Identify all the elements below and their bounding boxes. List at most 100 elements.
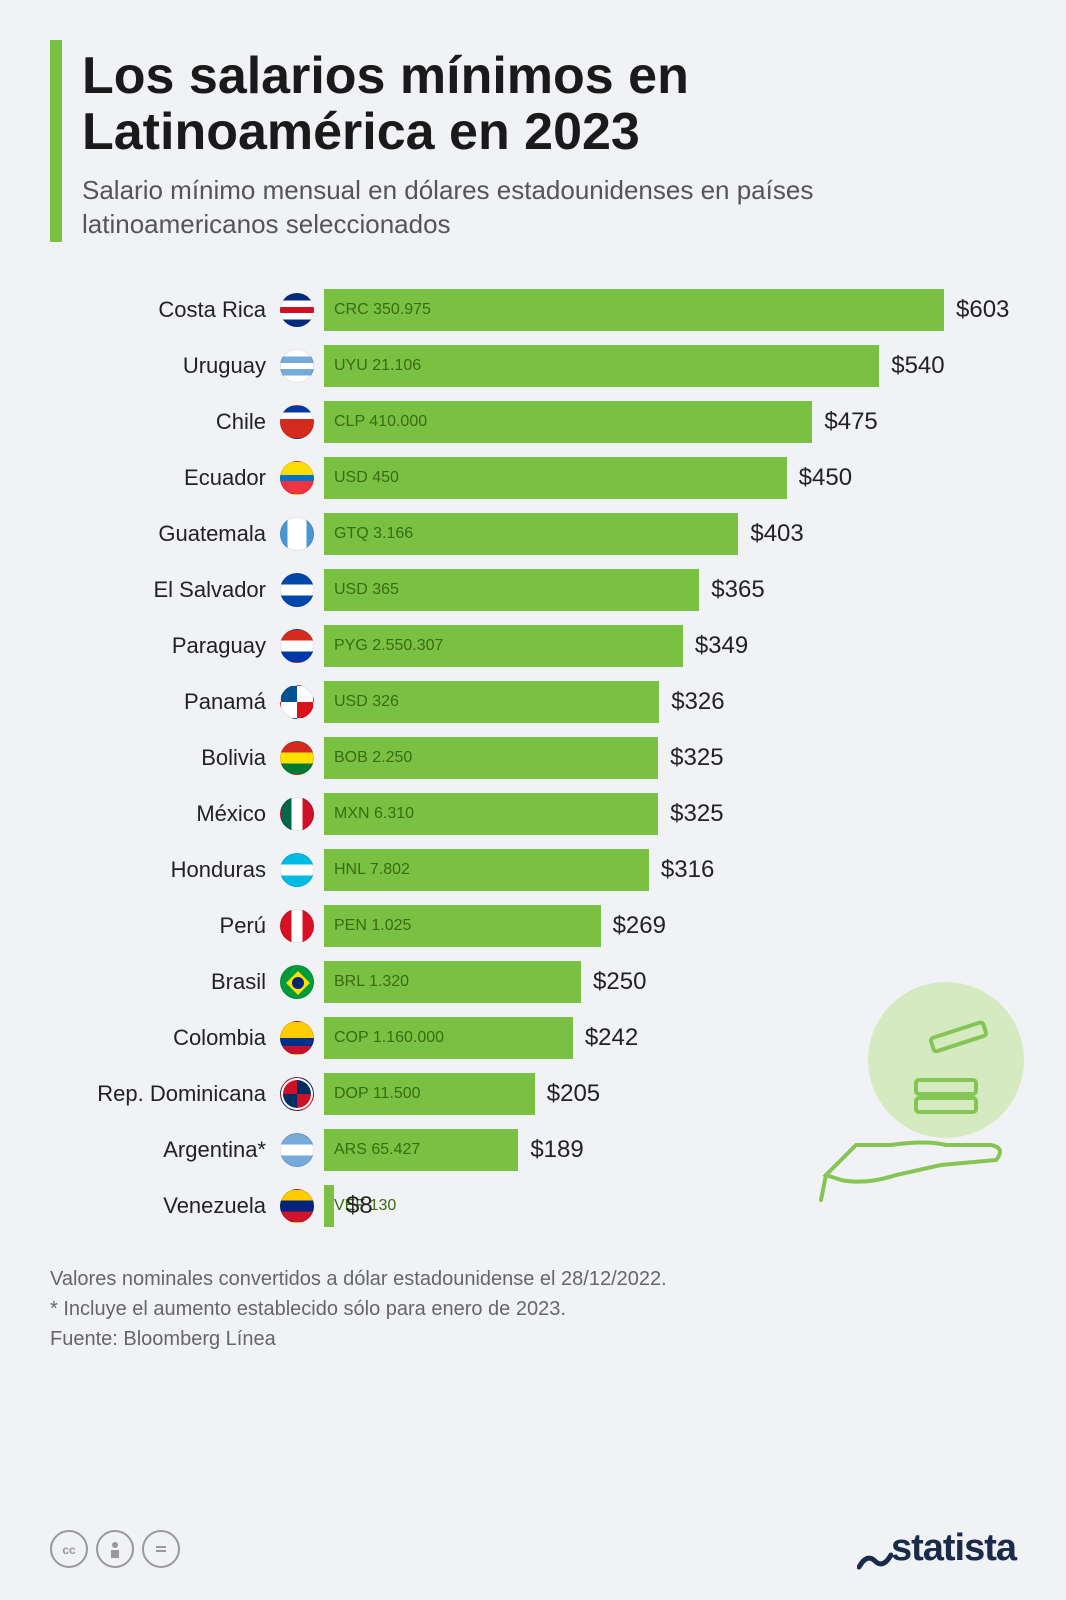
country-label: Paraguay [60,633,270,659]
bar: BRL 1.320 [324,961,581,1003]
bar-chart: Costa RicaCRC 350.975$603UruguayUYU 21.1… [60,282,1016,1234]
country-label: Honduras [60,857,270,883]
bar: BOB 2.250 [324,737,658,779]
usd-value: $325 [670,744,723,772]
bar-area: PEN 1.025$269 [324,905,1016,947]
chart-row: Perú PEN 1.025$269 [60,898,1016,954]
usd-value: $326 [671,688,724,716]
bar: VEF 130 [324,1185,334,1227]
bar-area: BOB 2.250 $325 [324,737,1016,779]
cc-icon: cc [50,1530,88,1568]
bar: PYG 2.550.307 [324,625,683,667]
flag-icon [280,573,314,607]
bar-area: USD 365$365 [324,569,1016,611]
chart-row: Brasil BRL 1.320$250 [60,954,1016,1010]
bar-area: ARS 65.427 $189 [324,1129,1016,1171]
bar-area: HNL 7.802$316 [324,849,1016,891]
country-label: México [60,801,270,827]
bar-area: CLP 410.000 $475 [324,401,1016,443]
bar: PEN 1.025 [324,905,601,947]
flag-icon [280,685,314,719]
country-label: Colombia [60,1025,270,1051]
usd-value: $8 [346,1192,373,1220]
flag-icon [280,293,314,327]
chart-row: Chile CLP 410.000 $475 [60,394,1016,450]
flag-icon [280,349,314,383]
bar: USD 365 [324,569,699,611]
usd-value: $450 [799,464,852,492]
by-icon [96,1530,134,1568]
country-label: Rep. Dominicana [60,1081,270,1107]
country-label: Venezuela [60,1193,270,1219]
country-label: Ecuador [60,465,270,491]
usd-value: $349 [695,632,748,660]
flag-icon [280,853,314,887]
bar-area: GTQ 3.166 $403 [324,513,1016,555]
svg-text:cc: cc [62,1543,76,1557]
bar-area: USD 326 $326 [324,681,1016,723]
flag-icon [280,797,314,831]
page-title: Los salarios mínimos en Latinoamérica en… [82,48,1016,160]
chart-row: Colombia COP 1.160.000$242 [60,1010,1016,1066]
bar: ARS 65.427 [324,1129,518,1171]
usd-value: $603 [956,296,1009,324]
country-label: Argentina* [60,1137,270,1163]
header-text: Los salarios mínimos en Latinoamérica en… [82,40,1016,242]
chart-row: Argentina* ARS 65.427 $189 [60,1122,1016,1178]
usd-value: $540 [891,352,944,380]
chart-row: Rep. Dominicana DOP 11.500 $205 [60,1066,1016,1122]
bar: CLP 410.000 [324,401,812,443]
bar-area: DOP 11.500 $205 [324,1073,1016,1115]
usd-value: $475 [824,408,877,436]
country-label: Brasil [60,969,270,995]
bar: USD 450 [324,457,787,499]
flag-icon [280,1021,314,1055]
bar-area: COP 1.160.000$242 [324,1017,1016,1059]
bar: HNL 7.802 [324,849,649,891]
header: Los salarios mínimos en Latinoamérica en… [50,40,1016,242]
bar: DOP 11.500 [324,1073,535,1115]
footnote-line: * Incluye el aumento establecido sólo pa… [50,1294,1016,1324]
flag-icon [280,629,314,663]
flag-icon [280,1077,314,1111]
bar-area: BRL 1.320$250 [324,961,1016,1003]
bar-area: VEF 130 $8 [324,1185,1016,1227]
chart-row: Ecuador USD 450 $450 [60,450,1016,506]
usd-value: $189 [530,1136,583,1164]
flag-icon [280,405,314,439]
bar-area: MXN 6.310$325 [324,793,1016,835]
bar-area: CRC 350.975 $603 [324,289,1016,331]
chart-row: Venezuela VEF 130 $8 [60,1178,1016,1234]
footnote-line: Fuente: Bloomberg Línea [50,1324,1016,1354]
bar-area: USD 450 $450 [324,457,1016,499]
country-label: Chile [60,409,270,435]
chart-row: UruguayUYU 21.106$540 [60,338,1016,394]
chart-row: Guatemala GTQ 3.166 $403 [60,506,1016,562]
statista-logo: statista [857,1527,1016,1570]
footer: cc statista [50,1527,1016,1570]
usd-value: $242 [585,1024,638,1052]
flag-icon [280,909,314,943]
chart-row: Honduras HNL 7.802$316 [60,842,1016,898]
chart-row: México MXN 6.310$325 [60,786,1016,842]
usd-value: $205 [547,1080,600,1108]
bar: CRC 350.975 [324,289,944,331]
flag-icon [280,517,314,551]
bar: USD 326 [324,681,659,723]
country-label: El Salvador [60,577,270,603]
footnotes: Valores nominales convertidos a dólar es… [50,1264,1016,1354]
footnote-line: Valores nominales convertidos a dólar es… [50,1264,1016,1294]
flag-icon [280,965,314,999]
country-label: Panamá [60,689,270,715]
page-subtitle: Salario mínimo mensual en dólares estado… [82,174,1016,242]
bar-area: UYU 21.106 $540 [324,345,1016,387]
country-label: Bolivia [60,745,270,771]
bar: UYU 21.106 [324,345,879,387]
flag-icon [280,741,314,775]
bar: GTQ 3.166 [324,513,738,555]
flag-icon [280,1133,314,1167]
usd-value: $403 [750,520,803,548]
country-label: Guatemala [60,521,270,547]
bar-area: PYG 2.550.307 $349 [324,625,1016,667]
country-label: Perú [60,913,270,939]
